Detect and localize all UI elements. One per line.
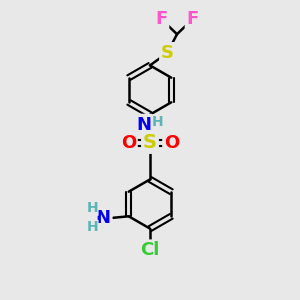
Text: F: F [155,10,167,28]
Text: H: H [152,115,163,129]
Text: S: S [143,133,157,152]
Text: N: N [136,116,151,134]
Text: O: O [121,134,136,152]
Text: F: F [187,10,199,28]
Text: H: H [86,220,98,234]
Text: Cl: Cl [140,241,160,259]
Text: H: H [86,201,98,215]
Text: O: O [164,134,179,152]
Text: N: N [96,209,111,227]
Text: S: S [161,44,174,62]
